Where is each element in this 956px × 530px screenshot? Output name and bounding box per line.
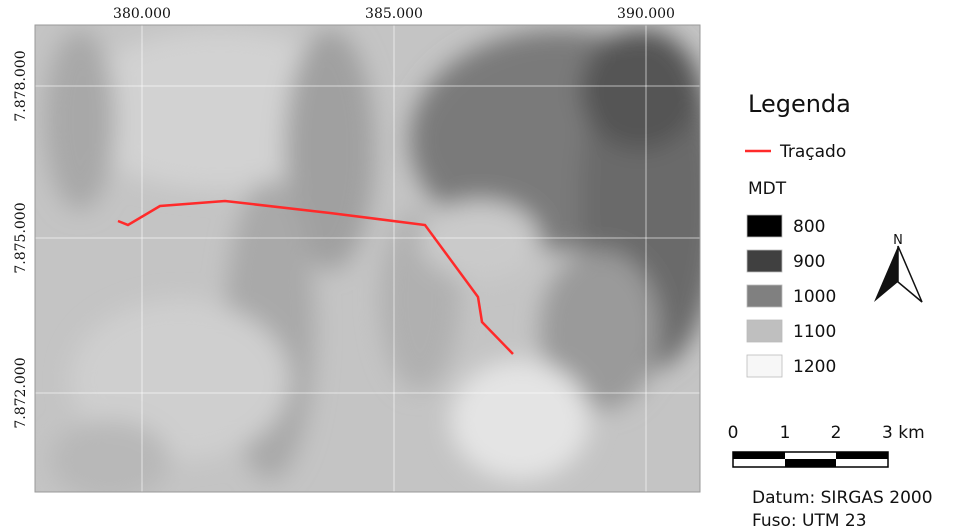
legend-swatch — [747, 215, 782, 237]
legend-title: Legenda — [748, 90, 851, 118]
legend-swatch — [747, 355, 782, 377]
north-arrow: N — [874, 233, 922, 302]
elevation-raster — [35, 25, 720, 500]
legend-class-label: 800 — [793, 217, 825, 237]
y-coord-label: 7.872.000 — [13, 357, 29, 428]
north-label: N — [893, 233, 903, 248]
legend-swatch — [747, 285, 782, 307]
legend-class-label: 1000 — [793, 287, 836, 307]
legend-swatch — [747, 250, 782, 272]
legend-raster-title: MDT — [748, 179, 787, 199]
scale-bar: 0 1 2 3 km — [728, 423, 925, 467]
legend-class-label: 1200 — [793, 357, 836, 377]
scale-label: 1 — [780, 423, 791, 443]
y-coord-label: 7.878.000 — [13, 50, 29, 121]
legend-class-label: 1100 — [793, 322, 836, 342]
scale-label: 3 km — [882, 423, 925, 443]
y-coord-label: 7.875.000 — [13, 202, 29, 273]
legend-route-label: Traçado — [779, 142, 846, 162]
x-coord-label: 380.000 — [113, 6, 171, 22]
scale-label: 2 — [831, 423, 842, 443]
legend-class-label: 900 — [793, 252, 825, 272]
x-coord-label: 385.000 — [365, 6, 423, 22]
map-figure: 380.000 385.000 390.000 7.878.000 7.875.… — [0, 0, 956, 530]
x-coord-label: 390.000 — [617, 6, 675, 22]
datum-note: Datum: SIRGAS 2000 — [752, 488, 933, 508]
legend-swatch — [747, 320, 782, 342]
zone-note: Fuso: UTM 23 — [752, 511, 867, 530]
legend-classes: 800 900 1000 1100 1200 — [747, 215, 836, 377]
scale-label: 0 — [728, 423, 739, 443]
